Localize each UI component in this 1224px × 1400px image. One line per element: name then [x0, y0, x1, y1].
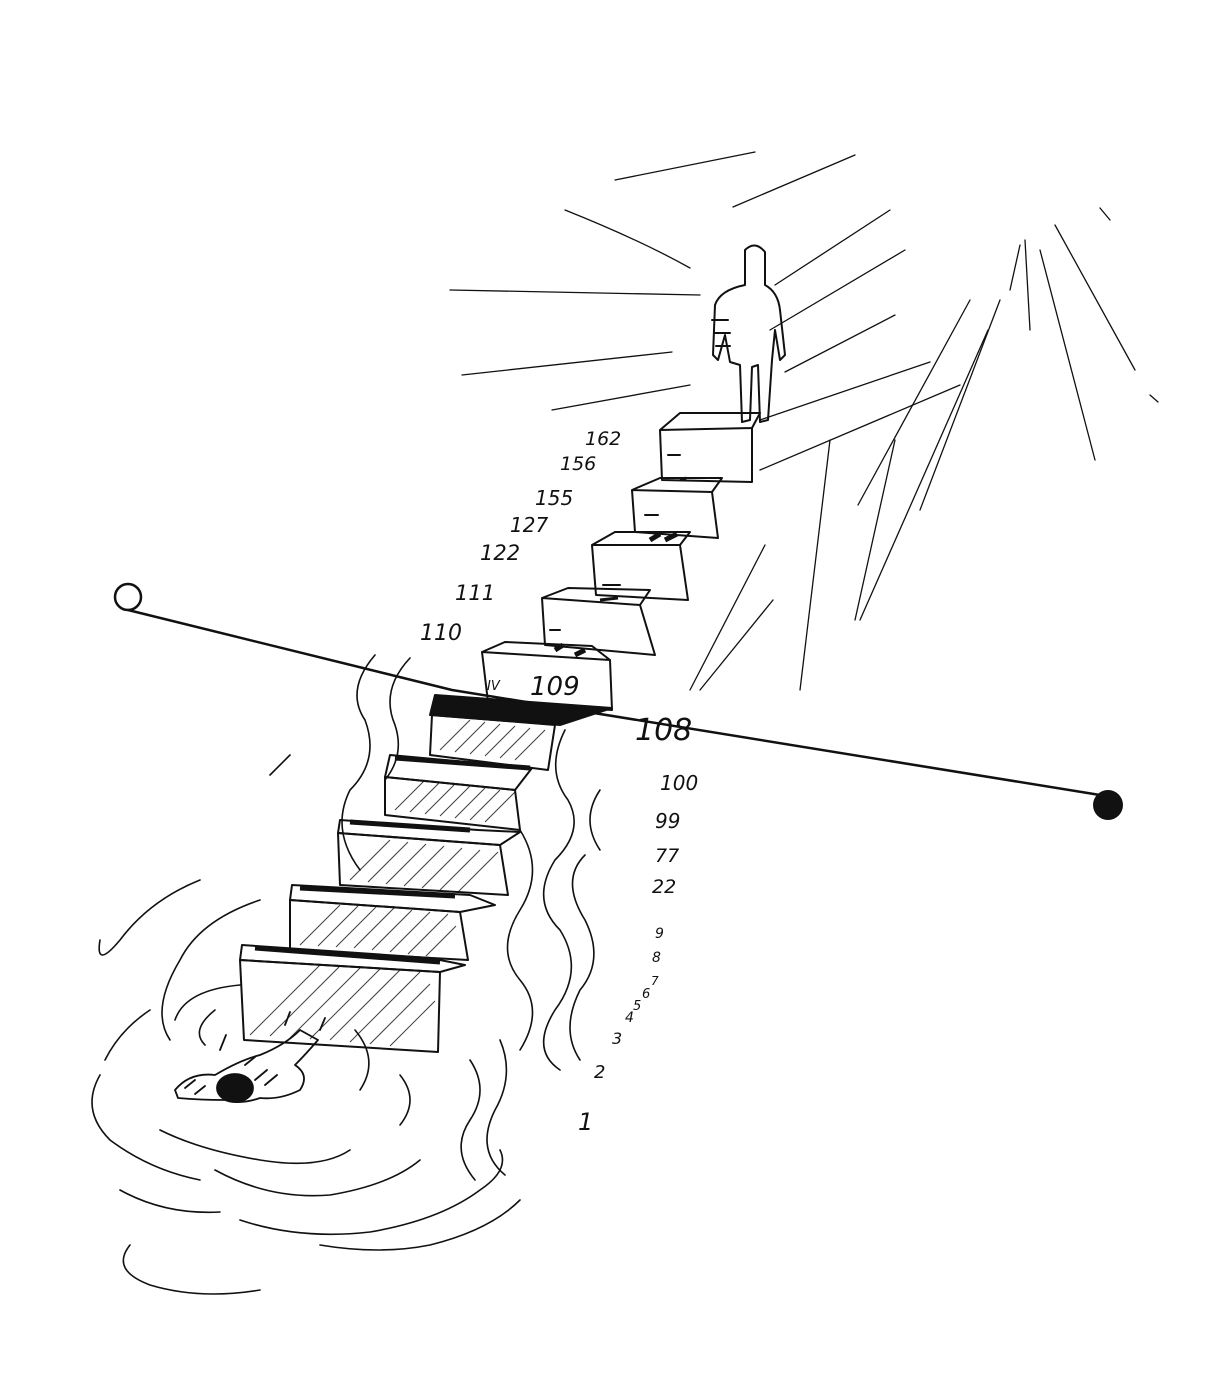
step-number-4: 4 — [625, 1010, 634, 1026]
step-number-9: 9 — [655, 926, 664, 942]
step-number-111: 111 — [455, 581, 495, 605]
step-number-1: 1 — [578, 1108, 593, 1136]
filled-circle-icon — [1093, 790, 1123, 820]
water-waves — [91, 654, 601, 1295]
step-number-127: 127 — [510, 513, 548, 537]
open-circle-icon — [113, 582, 143, 612]
sun-rays — [449, 151, 1159, 691]
crossing-number-108: 108 — [635, 713, 692, 748]
step-number-8: 8 — [652, 950, 661, 966]
floating-figure-icon — [174, 1011, 326, 1103]
step-number-100: 100 — [660, 771, 698, 795]
upper-steps — [481, 412, 761, 711]
step-number-77: 77 — [655, 845, 679, 867]
step-number-6: 6 — [642, 987, 650, 1002]
balance-line — [126, 608, 1102, 797]
step-number-3: 3 — [612, 1029, 622, 1048]
step-hatching — [249, 719, 546, 1047]
standing-figure-icon — [711, 244, 786, 423]
step-number-99: 99 — [655, 809, 680, 833]
step-marks — [553, 476, 687, 658]
step-number-156: 156 — [560, 453, 596, 475]
step-number-22: 22 — [652, 876, 676, 898]
step-number-155: 155 — [535, 486, 573, 510]
step-number-2: 2 — [594, 1062, 605, 1083]
step-number-7: 7 — [651, 974, 659, 988]
step-number-122: 122 — [480, 541, 520, 565]
step-number-109: 109 — [530, 672, 580, 702]
step-number-110: 110 — [420, 621, 462, 646]
step-number-162: 162 — [585, 428, 621, 450]
lower-steps — [239, 694, 613, 1053]
step-shadows — [254, 755, 531, 965]
step-number-5: 5 — [633, 999, 641, 1014]
step-roman-label: IV — [487, 679, 501, 694]
